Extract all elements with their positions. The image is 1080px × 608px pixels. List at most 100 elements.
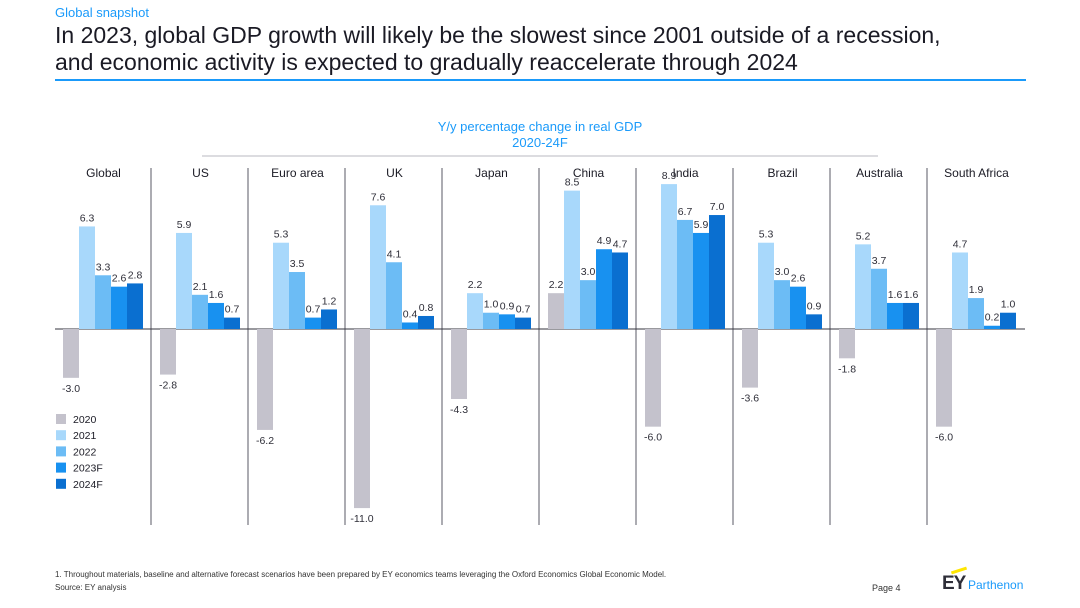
category-label-us: US — [192, 166, 209, 180]
bar-china-2022 — [580, 280, 596, 329]
legend-label-2022: 2022 — [73, 446, 97, 458]
bar-india-2024f — [709, 215, 725, 329]
bar-brazil-2023f — [790, 286, 806, 329]
bar-global-2024f — [127, 283, 143, 329]
data-label-china-2021: 8.5 — [565, 177, 580, 189]
data-label-global-2022: 3.3 — [96, 261, 111, 273]
category-label-global: Global — [86, 166, 121, 180]
bar-global-2022 — [95, 275, 111, 329]
data-label-euro-area-2021: 5.3 — [274, 229, 289, 241]
data-label-south-africa-2021: 4.7 — [953, 238, 968, 250]
data-label-australia-2024f: 1.6 — [904, 289, 919, 301]
data-label-euro-area-2022: 3.5 — [290, 258, 305, 270]
bar-australia-2022 — [871, 268, 887, 329]
bar-euro-area-2022 — [289, 272, 305, 329]
data-label-brazil-2023f: 2.6 — [791, 273, 806, 285]
data-label-euro-area-2024f: 1.2 — [322, 295, 337, 307]
data-label-south-africa-2023f: 0.2 — [985, 312, 1000, 324]
data-label-australia-2022: 3.7 — [872, 255, 887, 267]
bar-japan-2023f — [499, 314, 515, 329]
page-title: In 2023, global GDP growth will likely b… — [55, 22, 1035, 76]
data-label-brazil-2022: 3.0 — [775, 266, 790, 278]
data-label-brazil-2024f: 0.9 — [807, 300, 822, 312]
bar-euro-area-2023f — [305, 317, 321, 329]
data-label-global-2024f: 2.8 — [128, 269, 143, 281]
legend-swatch-2021 — [56, 430, 66, 441]
legend-label-2024f: 2024F — [73, 479, 103, 491]
page-number: Page 4 — [872, 583, 901, 593]
bar-uk-2020 — [354, 329, 370, 509]
data-label-uk-2024f: 0.8 — [419, 302, 434, 314]
data-label-japan-2021: 2.2 — [468, 279, 483, 291]
bar-south-africa-2021 — [952, 252, 968, 329]
category-label-japan: Japan — [475, 166, 508, 180]
bar-brazil-2022 — [774, 280, 790, 329]
bar-south-africa-2024f — [1000, 312, 1016, 329]
category-label-india: India — [672, 166, 698, 180]
title-divider — [55, 79, 1026, 81]
data-label-global-2023f: 2.6 — [112, 273, 127, 285]
bar-uk-2023f — [402, 322, 418, 329]
bar-south-africa-2020 — [936, 329, 952, 427]
data-label-south-africa-2020: -6.0 — [935, 432, 953, 444]
data-label-india-2023f: 5.9 — [694, 219, 709, 231]
data-label-india-2024f: 7.0 — [710, 201, 725, 213]
data-label-euro-area-2020: -6.2 — [256, 435, 274, 447]
bar-brazil-2024f — [806, 314, 822, 329]
bar-india-2022 — [677, 219, 693, 329]
chart-title: Y/y percentage change in real GDP — [437, 119, 643, 134]
legend-swatch-2020 — [56, 414, 66, 424]
brand-name: Parthenon — [968, 578, 1024, 592]
data-label-australia-2023f: 1.6 — [888, 289, 903, 301]
data-label-uk-2021: 7.6 — [371, 191, 386, 203]
data-label-australia-2021: 5.2 — [856, 230, 871, 242]
bar-australia-2021 — [855, 244, 871, 329]
data-label-india-2022: 6.7 — [678, 206, 693, 218]
data-label-china-2023f: 4.9 — [597, 235, 612, 247]
data-label-japan-2020: -4.3 — [450, 404, 468, 416]
data-label-china-2024f: 4.7 — [613, 238, 628, 250]
data-label-south-africa-2022: 1.9 — [969, 284, 984, 296]
data-label-us-2024f: 0.7 — [225, 304, 240, 316]
bar-uk-2021 — [370, 205, 386, 329]
bar-australia-2023f — [887, 302, 903, 329]
bar-euro-area-2024f — [321, 309, 337, 329]
bar-euro-area-2020 — [257, 329, 273, 430]
data-label-global-2020: -3.0 — [62, 383, 80, 395]
bar-china-2020 — [548, 293, 564, 329]
bar-us-2022 — [192, 294, 208, 329]
data-label-japan-2023f: 0.9 — [500, 300, 515, 312]
data-label-us-2020: -2.8 — [159, 380, 177, 392]
bar-india-2020 — [645, 329, 661, 427]
legend-swatch-2023f — [56, 462, 66, 473]
data-label-china-2020: 2.2 — [549, 279, 564, 291]
legend-label-2021: 2021 — [73, 430, 97, 442]
data-label-uk-2022: 4.1 — [387, 248, 402, 260]
data-label-australia-2020: -1.8 — [838, 363, 856, 375]
bar-japan-2022 — [483, 312, 499, 329]
bar-japan-2020 — [451, 329, 467, 400]
category-label-brazil: Brazil — [767, 166, 797, 180]
bar-euro-area-2021 — [273, 242, 289, 329]
bar-uk-2022 — [386, 262, 402, 329]
legend-swatch-2022 — [56, 446, 66, 457]
bar-china-2021 — [564, 190, 580, 329]
data-label-japan-2022: 1.0 — [484, 299, 499, 311]
bar-india-2021 — [661, 184, 677, 329]
bar-china-2023f — [596, 249, 612, 329]
bar-china-2024f — [612, 252, 628, 329]
bar-india-2023f — [693, 232, 709, 329]
footnote: 1. Throughout materials, baseline and al… — [55, 570, 667, 579]
data-label-india-2020: -6.0 — [644, 432, 662, 444]
bar-australia-2024f — [903, 302, 919, 329]
data-label-uk-2020: -11.0 — [350, 513, 373, 525]
section-kicker: Global snapshot — [55, 5, 149, 20]
bar-australia-2020 — [839, 329, 855, 359]
title-line-1: In 2023, global GDP growth will likely b… — [55, 22, 941, 48]
category-label-euro-area: Euro area — [271, 166, 324, 180]
bar-global-2020 — [63, 329, 79, 378]
data-label-japan-2024f: 0.7 — [516, 304, 531, 316]
bar-us-2021 — [176, 232, 192, 329]
title-line-2: and economic activity is expected to gra… — [55, 49, 798, 75]
bar-south-africa-2022 — [968, 298, 984, 329]
